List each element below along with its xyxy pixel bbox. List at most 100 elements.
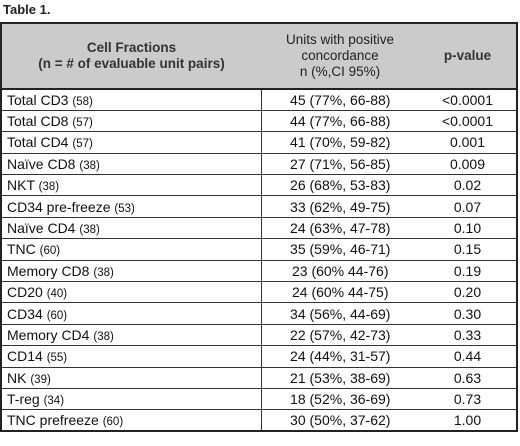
cell-p-value: 0.07 [419,195,517,218]
fraction-label: TNC [7,241,36,258]
cell-units: 30 (50%, 37-62) [261,409,419,432]
table-row: T-reg (34) 18 (52%, 36-69) 0.73 [1,387,517,410]
cell-units: 41 (70%, 59-82) [261,131,419,154]
fraction-label: CD20 [7,284,43,301]
table-row: NK (39) 21 (53%, 38-69) 0.63 [1,366,517,389]
cell-units: 24 (60% 44-75) [261,281,419,303]
fraction-label: CD14 [7,348,43,365]
cell-fraction-name: TNC prefreeze (60) [1,409,262,432]
fraction-n: (53) [114,202,135,215]
cell-p-value: 0.30 [419,302,517,325]
cell-p-value: 1.00 [419,409,517,432]
header-row: Cell Fractions (n = # of evaluable unit … [1,23,517,90]
cell-units: 23 (60% 44-76) [261,259,419,282]
cell-units: 21 (53%, 38-69) [261,366,419,389]
cell-p-value: 0.19 [419,259,517,282]
cell-units: 27 (71%, 56-85) [261,152,419,175]
table-row: CD34 pre-freeze (53) 33 (62%, 49-75) 0.07 [1,195,517,218]
cell-units: 24 (44%, 31-57) [261,345,419,368]
fraction-n: (60) [39,245,61,258]
cell-fraction-name: Total CD4 (57) [1,131,262,154]
fraction-n: (34) [43,395,65,408]
table-caption: Table 1. [3,2,51,17]
table-row: CD34 (60) 34 (56%, 44-69) 0.30 [1,302,517,325]
cell-units: 18 (52%, 36-69) [261,387,419,410]
header-cell-fractions: Cell Fractions (n = # of evaluable unit … [1,23,261,90]
header-units-line1: Units with positive [285,32,395,47]
cell-units: 33 (62%, 49-75) [261,195,419,218]
header-cell-fractions-line2: (n = # of evaluable unit pairs) [38,56,225,71]
table-row: NKT (38) 26 (68%, 53-83) 0.02 [1,174,517,196]
fraction-n: (38) [79,224,100,237]
table-row: CD20 (40) 24 (60% 44-75) 0.20 [1,281,517,303]
cell-units: 22 (57%, 42-73) [261,323,419,346]
cell-fraction-name: CD20 (40) [1,281,262,303]
cell-p-value: 0.73 [419,387,517,410]
table-row: Naïve CD8 (38) 27 (71%, 56-85) 0.009 [1,152,517,175]
cell-p-value: 0.33 [419,323,517,346]
cell-p-value: 0.44 [419,345,517,368]
header-units: Units with positive concordance n (%,CI … [261,23,419,90]
cell-fraction-name: NK (39) [1,366,262,389]
table-row: TNC prefreeze (60) 30 (50%, 37-62) 1.00 [1,409,517,432]
table-row: CD14 (55) 24 (44%, 31-57) 0.44 [1,345,517,368]
header-cell-fractions-line1: Cell Fractions [86,40,177,55]
table-header: Cell Fractions (n = # of evaluable unit … [1,23,517,90]
cell-units: 24 (63%, 47-78) [261,216,419,239]
fraction-n: (38) [38,181,60,194]
fraction-n: (40) [46,288,68,301]
fraction-label: Total CD4 [7,134,69,151]
cell-p-value: 0.10 [419,216,517,239]
cell-units: 44 (77%, 66-88) [261,109,419,132]
cell-fraction-name: TNC (60) [1,238,262,261]
cell-p-value: 0.02 [419,174,517,196]
table-row: Memory CD8 (38) 23 (60% 44-76) 0.19 [1,259,517,282]
table-row: Total CD4 (57) 41 (70%, 59-82) 0.001 [1,131,517,154]
fraction-label: TNC prefreeze [7,412,99,429]
cell-fraction-name: CD34 pre-freeze (53) [1,195,262,218]
fraction-label: Total CD3 [7,91,69,108]
cell-units: 26 (68%, 53-83) [261,174,419,196]
table-row: Total CD3 (58) 45 (77%, 66-88) <0.0001 [1,88,517,111]
fraction-n: (57) [72,117,93,130]
cell-fraction-name: CD14 (55) [1,345,262,368]
cell-p-value: 0.63 [419,366,517,389]
cell-units: 45 (77%, 66-88) [261,88,419,111]
fraction-label: CD34 [7,305,43,322]
cell-fraction-name: CD34 (60) [1,302,262,325]
cell-fraction-name: Total CD8 (57) [1,109,262,132]
cell-p-value: <0.0001 [419,109,517,132]
header-units-line3: n (%,CI 95%) [299,64,381,79]
fraction-n: (60) [46,309,68,322]
fraction-n: (39) [30,373,51,386]
fraction-n: (58) [72,95,93,108]
fraction-label: Total CD8 [7,113,69,130]
header-p-value: p-value [419,23,517,90]
fraction-label: NKT [7,177,35,194]
cell-fraction-name: Memory CD4 (38) [1,323,262,346]
fraction-n: (38) [79,159,100,172]
table-row: Memory CD4 (38) 22 (57%, 42-73) 0.33 [1,323,517,346]
header-units-line2: concordance [301,48,379,63]
cell-fraction-name: Memory CD8 (38) [1,259,262,282]
fraction-label: Naïve CD4 [7,220,76,237]
cell-fraction-name: Total CD3 (58) [1,88,262,111]
cell-units: 34 (56%, 44-69) [261,302,419,325]
fraction-label: Memory CD8 [7,262,90,279]
fraction-label: NK [7,369,27,386]
table-body: Total CD3 (58) 45 (77%, 66-88) <0.0001 Tot… [1,88,517,432]
fraction-n: (38) [93,266,114,279]
fraction-label: T-reg [7,391,40,408]
fraction-label: Naïve CD8 [7,155,76,172]
cell-p-value: 0.15 [419,238,517,261]
fraction-label: CD34 pre-freeze [7,198,111,215]
cell-p-value: 0.009 [419,152,517,175]
cell-fraction-name: NKT (38) [1,174,262,196]
fraction-n: (38) [93,330,114,343]
fraction-n: (55) [46,352,68,365]
cell-p-value: 0.001 [419,131,517,154]
table-row: Naïve CD4 (38) 24 (63%, 47-78) 0.10 [1,216,517,239]
fraction-n: (60) [102,416,124,429]
concordance-table: Cell Fractions (n = # of evaluable unit … [0,22,518,433]
